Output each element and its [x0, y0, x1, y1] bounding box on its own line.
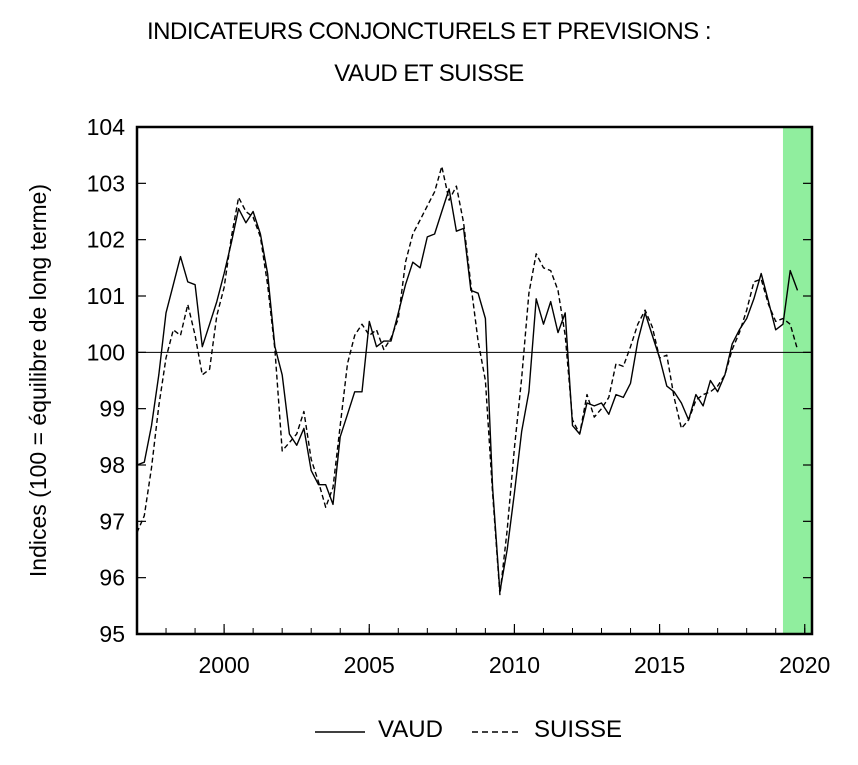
series-line-suisse	[136, 165, 799, 596]
forecast-shade	[782, 127, 812, 634]
legend-swatches	[315, 731, 522, 733]
legend-label-vaud: VAUD	[378, 716, 443, 743]
x-tick-label: 2015	[634, 652, 685, 678]
y-tick-label: 95	[99, 621, 125, 647]
y-tick-label: 98	[99, 452, 125, 478]
x-tick-label: 2000	[199, 652, 250, 678]
chart-subtitle: VAUD ET SUISSE	[334, 60, 524, 87]
y-tick-label: 99	[99, 396, 125, 422]
x-axis: 2000 2005 2010 2015 2020	[136, 624, 830, 678]
y-tick-label: 104	[87, 114, 126, 140]
series-layer	[136, 165, 799, 596]
x-tick-label: 2005	[344, 652, 395, 678]
chart-title: INDICATEURS CONJONCTURELS ET PREVISIONS …	[146, 18, 712, 45]
y-tick-label: 103	[87, 170, 125, 196]
y-tick-label: 102	[87, 227, 125, 253]
y-tick-label: 101	[87, 283, 125, 309]
y-tick-label: 97	[99, 508, 125, 534]
line-chart: 2000 2005 2010 2015 2020 95 96 97 98 99 100 101 102…	[25, 114, 830, 678]
y-axis: 95 96 97 98 99 100 101 102 103 104	[87, 114, 812, 647]
y-tick-label: 96	[99, 565, 125, 591]
legend: VAUD SUISSE	[0, 716, 858, 748]
plot-frame	[135, 125, 814, 636]
legend-label-suisse: SUISSE	[534, 716, 623, 743]
y-axis-label: Indices (100 = équilibre de long terme)	[25, 184, 51, 577]
x-tick-label: 2010	[489, 652, 540, 678]
x-tick-label: 2020	[779, 652, 830, 678]
y-tick-label: 100	[87, 339, 125, 365]
